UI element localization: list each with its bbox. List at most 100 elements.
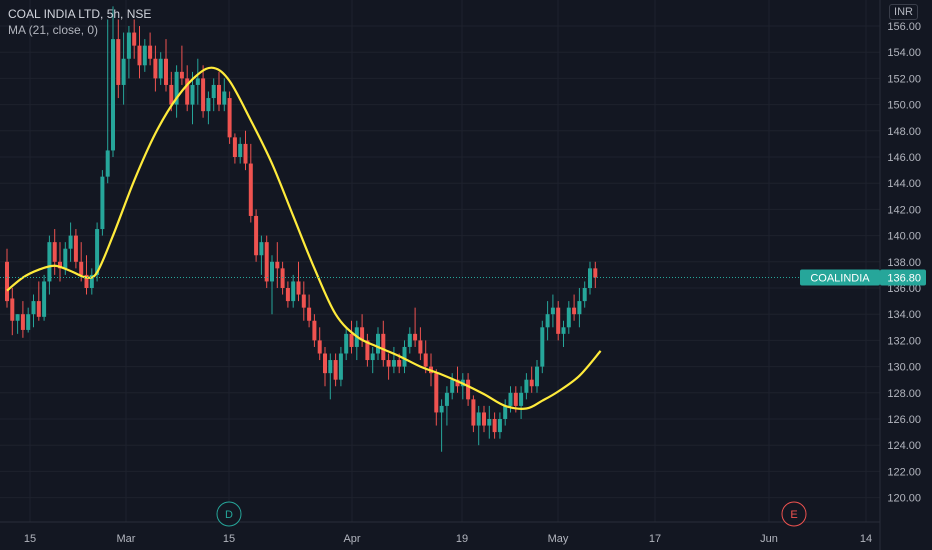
indicator-label[interactable]: MA (21, close, 0) xyxy=(8,23,99,37)
candle-body xyxy=(232,137,237,157)
candles xyxy=(5,6,598,452)
price-tick-label: 122.00 xyxy=(887,466,921,478)
candle xyxy=(317,327,322,361)
candle-body xyxy=(58,261,62,269)
candle xyxy=(10,288,15,336)
last-price-bg xyxy=(880,269,926,286)
candle xyxy=(545,301,550,341)
candle-body xyxy=(243,143,248,164)
candle xyxy=(349,320,354,354)
candle-body xyxy=(535,366,539,387)
candle xyxy=(89,268,94,295)
candle xyxy=(312,314,317,347)
candle-body xyxy=(328,360,333,374)
candle xyxy=(227,91,232,144)
candle xyxy=(52,229,57,275)
candle xyxy=(58,242,62,282)
symbol-label: COALINDIA xyxy=(810,273,870,285)
candle xyxy=(471,395,476,433)
candle-body xyxy=(36,301,41,317)
candle xyxy=(503,399,508,426)
candle xyxy=(280,261,285,295)
candle-body xyxy=(222,91,227,105)
candle-body xyxy=(450,379,455,393)
last-price-label: COALINDIA 136.80 xyxy=(800,269,926,286)
candle xyxy=(460,373,465,400)
candle xyxy=(164,39,168,92)
candle-body xyxy=(280,268,285,288)
candle xyxy=(248,143,253,223)
candle-body xyxy=(270,261,274,282)
candle xyxy=(158,52,163,85)
candle xyxy=(323,346,327,387)
candle-body xyxy=(550,307,555,315)
symbol-label-bg xyxy=(800,269,880,286)
time-axis[interactable]: 15 Mar 15 Apr 19 May 17 Jun 14 xyxy=(24,533,872,545)
candle xyxy=(487,405,492,439)
candle xyxy=(270,255,274,315)
candle-body xyxy=(126,32,131,59)
price-tick-label: 138.00 xyxy=(887,257,921,269)
candle-body xyxy=(206,98,211,112)
candle-body xyxy=(100,176,105,230)
candle xyxy=(540,320,545,374)
candle-body xyxy=(254,215,259,256)
candle xyxy=(232,133,237,164)
time-tick-label: 15 xyxy=(24,533,36,545)
candle xyxy=(439,399,444,452)
candle-body xyxy=(10,298,15,321)
candle-body xyxy=(20,314,25,330)
candle-body xyxy=(148,45,153,59)
candle xyxy=(73,229,78,269)
candle-body xyxy=(15,314,20,321)
candle xyxy=(418,327,423,361)
candle-body xyxy=(386,360,391,367)
candle-body xyxy=(31,301,36,315)
candle xyxy=(386,353,391,380)
candle-body xyxy=(47,242,52,282)
candle xyxy=(116,19,121,99)
chart-legend: COAL INDIA LTD, 5h, NSE MA (21, close, 0… xyxy=(8,6,151,38)
candle xyxy=(111,6,115,157)
time-tick-label: 15 xyxy=(223,533,235,545)
candle-body xyxy=(466,379,471,400)
candle xyxy=(402,340,407,374)
candle-body xyxy=(487,419,492,426)
dividend-marker: D xyxy=(216,501,242,527)
price-tick-label: 134.00 xyxy=(887,309,921,321)
candle xyxy=(572,294,577,321)
candle-body xyxy=(153,58,158,79)
candle xyxy=(535,360,539,393)
candle xyxy=(482,405,486,433)
candle xyxy=(238,137,243,164)
candle-body xyxy=(370,353,375,361)
candle-body xyxy=(360,327,365,341)
candle xyxy=(36,281,41,321)
event-marker-circle xyxy=(216,501,242,527)
candle-body xyxy=(545,314,550,328)
candle-body xyxy=(344,333,349,354)
candle-body xyxy=(482,412,486,426)
candle-body xyxy=(89,274,94,288)
grid xyxy=(0,0,881,550)
candle xyxy=(47,235,52,295)
event-marker-letter: D xyxy=(225,509,233,521)
candle xyxy=(381,320,386,367)
symbol-title[interactable]: COAL INDIA LTD, 5h, NSE xyxy=(8,7,152,21)
candle-body xyxy=(338,353,343,380)
candle-body xyxy=(42,281,47,317)
candle-body xyxy=(376,333,380,354)
candle-body xyxy=(68,235,73,249)
candle-body xyxy=(185,78,190,105)
candle-body xyxy=(63,248,68,269)
currency-badge[interactable]: INR xyxy=(889,4,918,20)
candle xyxy=(132,19,137,59)
price-axis[interactable]: 156.00 154.00 152.00 150.00 148.00 146.00 144.… xyxy=(887,21,921,505)
candle-body xyxy=(413,333,418,341)
candle-body xyxy=(95,229,100,275)
candle xyxy=(519,386,524,419)
candle-body xyxy=(169,84,174,105)
candle xyxy=(524,373,529,400)
